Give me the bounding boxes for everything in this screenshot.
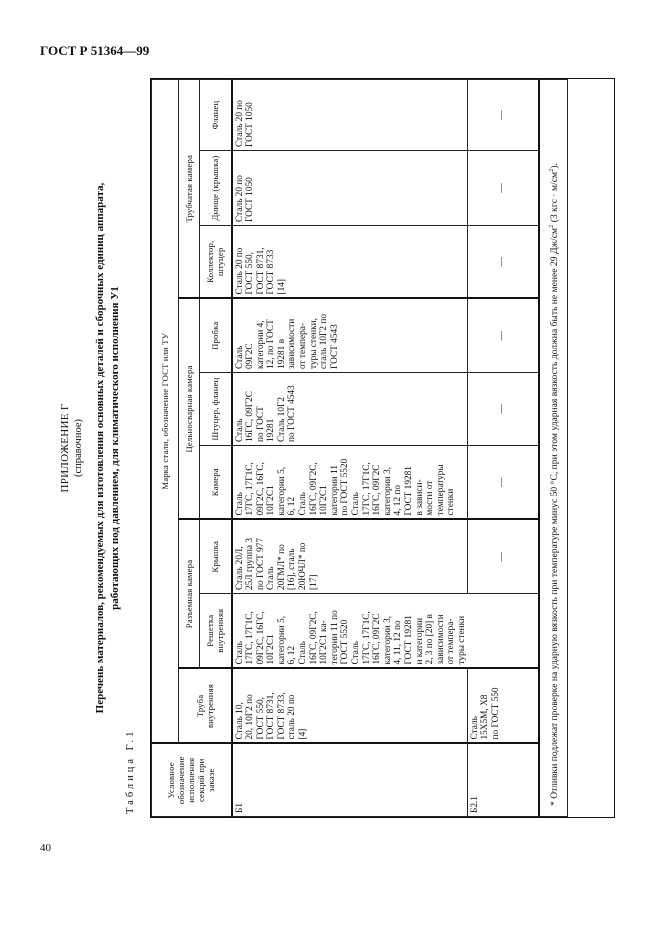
header-plug: Пробка [199, 298, 232, 373]
footnote-superscript: 2 [547, 224, 555, 228]
header-bottom: Днище (крышка) [199, 150, 232, 226]
header-tubular-chamber: Трубчатая камера [178, 79, 200, 299]
header-tube: Труба внутренняя [178, 668, 232, 744]
cell-cover: — [467, 519, 539, 594]
header-steel-grade: Марка стали, обозначение ГОСТ или ТУ [151, 79, 179, 744]
cell-designation: Б1 [231, 743, 467, 817]
footnote: * Отливки подлежат проверке на ударную в… [538, 79, 568, 817]
header-welded-chamber: Цельносварная камера [178, 298, 200, 520]
cell-designation: Б2.1 [467, 743, 539, 817]
cell-plug: — [467, 298, 539, 373]
cell-fitting: — [467, 372, 539, 446]
cell-grid: Сталь 17ГС, 17Г1С, 09Г2С, 16ГС, 10Г2С1 к… [231, 593, 539, 669]
table-label: Таблица Г.1 [125, 728, 136, 814]
cell-chamber: — [467, 445, 539, 520]
cell-bottom: — [467, 150, 539, 226]
cell-collector: Сталь 20 по ГОСТ 550, ГОСТ 8731, ГОСТ 87… [231, 225, 467, 299]
cell-flange: — [467, 79, 539, 151]
appendix-heading: Перечень материалов, рекомендуемых для и… [93, 148, 123, 748]
appendix-heading-line1: Перечень материалов, рекомендуемых для и… [94, 182, 106, 714]
header-collector: Коллектор, штуцер [199, 225, 232, 299]
header-fitting: Штуцер, фланец [199, 372, 232, 446]
header-chamber: Камера [199, 445, 232, 520]
header-designation: Условное обозначение исполнения секций п… [151, 743, 232, 817]
cell-tube: Сталь 15Х5М, Х8 по ГОСТ 550 [467, 668, 539, 744]
page-number: 40 [40, 842, 51, 854]
footnote-row: * Отливки подлежат проверке на ударную в… [538, 79, 568, 817]
footnote-end: ). [548, 163, 560, 169]
materials-table: Условное обозначение исполнения секций п… [151, 79, 568, 817]
cell-collector: — [467, 225, 539, 299]
document-code: ГОСТ Р 51364—99 [40, 43, 150, 58]
cell-fitting: Сталь 16ГС, 09Г2С по ГОСТ 19281 Сталь 10… [231, 372, 467, 446]
footnote-text-2: (3 кгс · м/см [548, 171, 560, 225]
cell-plug: Сталь 09Г2С категории 4, 12, по ГОСТ 192… [231, 298, 467, 373]
rotated-appendix-page: ПРИЛОЖЕНИЕ Г (справочное) Перечень матер… [55, 78, 615, 818]
header-split-chamber: Разъемная камера [178, 519, 200, 669]
appendix-heading-line2: работающих под давлением, для климатичес… [109, 286, 121, 610]
header-flange: Фланец [199, 79, 232, 151]
table-row: Б2.1 Сталь 15Х5М, Х8 по ГОСТ 550 — — — —… [467, 79, 539, 817]
cell-tube: Сталь 10, 20, 10Г2 по ГОСТ 550, ГОСТ 873… [231, 668, 467, 744]
appendix-status: (справочное) [73, 419, 84, 477]
cell-chamber: Сталь 17ГС, 17Г1С, 09Г2С, 16ГС, 10Г2С1 к… [231, 445, 467, 520]
header-grid: Решетка внутренняя [199, 593, 232, 669]
cell-bottom: Сталь 20 по ГОСТ 1050 [231, 150, 467, 226]
appendix-title: ПРИЛОЖЕНИЕ Г [59, 403, 71, 493]
footnote-text: * Отливки подлежат проверке на ударную в… [548, 227, 560, 806]
footnote-superscript-2: 2 [547, 168, 555, 172]
cell-flange: Сталь 20 по ГОСТ 1050 [231, 79, 467, 151]
table-row: Б1 Сталь 10, 20, 10Г2 по ГОСТ 550, ГОСТ … [231, 79, 539, 817]
materials-table-frame: Условное обозначение исполнения секций п… [150, 78, 615, 818]
header-cover: Крышка [199, 519, 232, 594]
cell-cover: Сталь 20Л, 25Л группа 3 по ГОСТ 977 Стал… [231, 519, 467, 594]
